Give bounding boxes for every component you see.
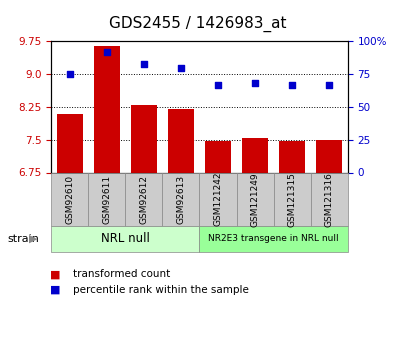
Point: [104, 49, 110, 55]
Text: percentile rank within the sample: percentile rank within the sample: [73, 285, 249, 295]
Point: [252, 81, 258, 86]
Point: [178, 65, 184, 70]
Text: NR2E3 transgene in NRL null: NR2E3 transgene in NRL null: [208, 234, 339, 244]
Text: GSM92613: GSM92613: [177, 175, 186, 224]
Bar: [57, 114, 83, 172]
Text: ▶: ▶: [29, 234, 38, 244]
Bar: [94, 46, 120, 172]
Text: GSM92612: GSM92612: [139, 175, 149, 224]
Text: GSM121315: GSM121315: [288, 172, 297, 227]
Bar: [205, 141, 231, 172]
Text: GSM121249: GSM121249: [250, 172, 260, 227]
Bar: [242, 138, 268, 172]
Point: [67, 71, 73, 77]
Text: strain: strain: [8, 234, 40, 244]
Text: ■: ■: [50, 285, 60, 295]
Text: GDS2455 / 1426983_at: GDS2455 / 1426983_at: [109, 16, 286, 32]
Bar: [279, 141, 305, 172]
Point: [289, 82, 295, 87]
Text: GSM92611: GSM92611: [102, 175, 111, 224]
Bar: [316, 140, 342, 172]
Bar: [131, 105, 157, 172]
Point: [141, 61, 147, 67]
Text: transformed count: transformed count: [73, 269, 170, 279]
Point: [215, 82, 221, 87]
Text: ■: ■: [50, 269, 60, 279]
Bar: [168, 109, 194, 172]
Point: [326, 82, 332, 87]
Text: GSM121242: GSM121242: [213, 172, 222, 226]
Text: GSM92610: GSM92610: [65, 175, 74, 224]
Text: NRL null: NRL null: [101, 233, 150, 245]
Text: GSM121316: GSM121316: [325, 172, 334, 227]
